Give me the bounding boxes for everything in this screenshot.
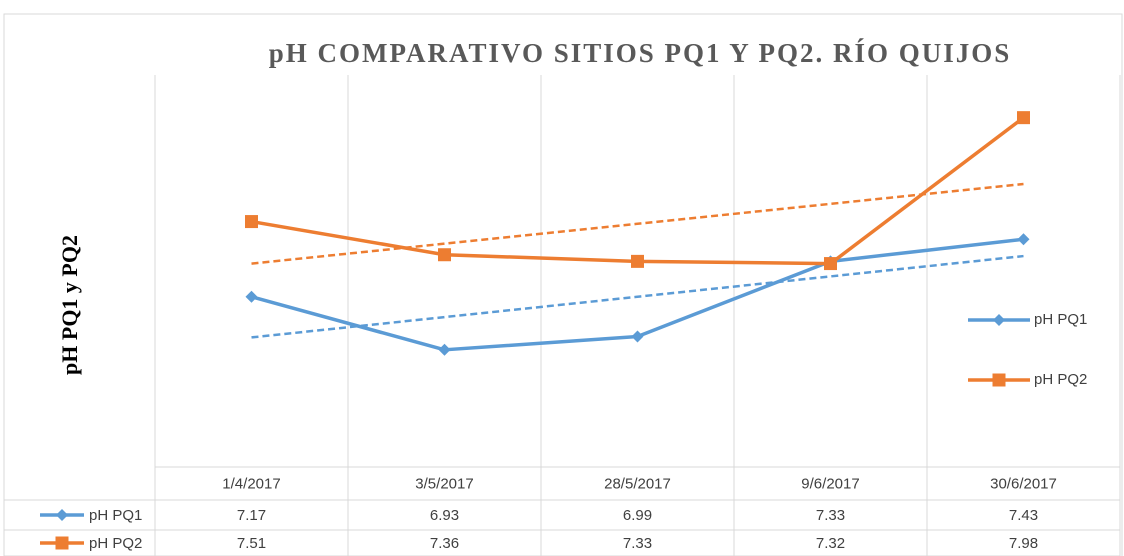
data-point [438, 248, 451, 262]
table-value: 7.17 [237, 507, 266, 524]
table-value: 7.33 [623, 535, 652, 552]
table-value: 6.99 [623, 507, 652, 524]
table-value: 7.51 [237, 535, 266, 552]
chart-title: pH COMPARATIVO SITIOS PQ1 Y PQ2. RÍO QUI… [269, 38, 1012, 68]
data-point [1017, 233, 1030, 246]
data-point [245, 290, 258, 303]
table-series-name: pH PQ2 [89, 535, 142, 552]
legend-label: pH PQ1 [1034, 311, 1087, 328]
legend-marker [993, 314, 1005, 326]
legend-marker [992, 373, 1006, 387]
table-value: 7.36 [430, 535, 459, 552]
table-marker [56, 509, 68, 521]
data-point [631, 254, 644, 268]
data-point [631, 330, 644, 343]
table-value: 7.98 [1009, 535, 1038, 552]
data-point [1017, 111, 1030, 125]
data-point [438, 343, 451, 356]
data-point [245, 215, 258, 229]
legend-label: pH PQ2 [1034, 371, 1087, 388]
table-value: 7.33 [816, 507, 845, 524]
x-tick-label: 30/6/2017 [990, 475, 1057, 492]
x-tick-label: 9/6/2017 [801, 475, 859, 492]
table-value: 6.93 [430, 507, 459, 524]
trendline [251, 254, 1024, 339]
data-point [824, 257, 837, 271]
trendline [251, 182, 1024, 265]
table-series-name: pH PQ1 [89, 507, 142, 524]
x-tick-label: 3/5/2017 [415, 475, 473, 492]
x-tick-label: 1/4/2017 [222, 475, 280, 492]
y-axis-label: pH PQ1 y PQ2 [57, 235, 82, 375]
table-value: 7.43 [1009, 507, 1038, 524]
table-marker [55, 536, 69, 550]
chart-frame [3, 13, 1123, 556]
table-value: 7.32 [816, 535, 845, 552]
x-tick-label: 28/5/2017 [604, 475, 671, 492]
